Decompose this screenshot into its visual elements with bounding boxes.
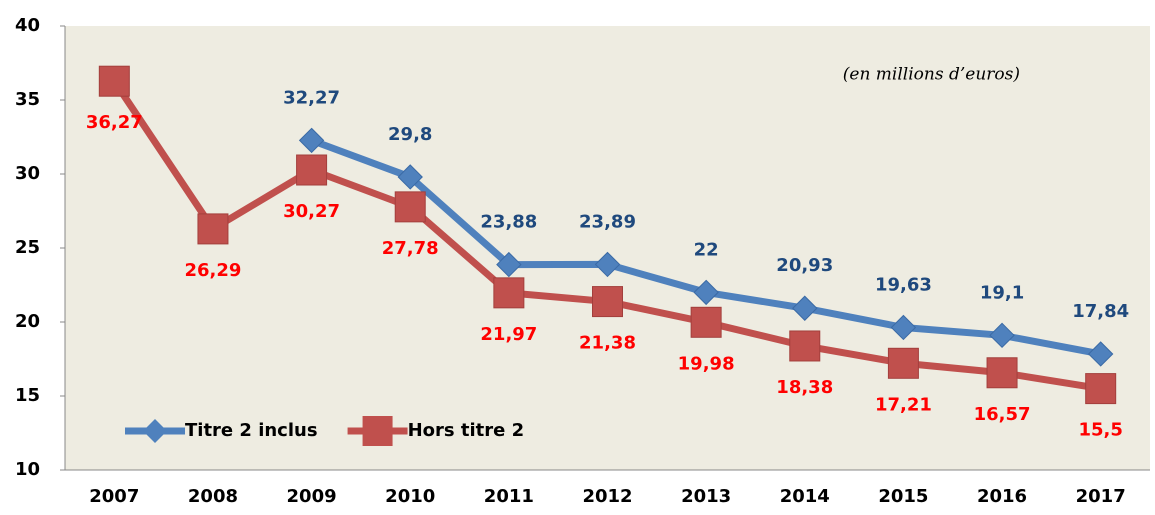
point-marker: [493, 277, 525, 309]
data-label: 30,27: [283, 201, 340, 222]
x-tick-label: 2008: [188, 486, 238, 507]
data-label: 29,8: [388, 124, 432, 145]
y-tick-label: 35: [15, 89, 40, 110]
y-tick-label: 10: [15, 459, 40, 480]
point-marker: [1085, 373, 1117, 405]
data-label: 18,38: [776, 377, 833, 398]
point-marker: [594, 251, 621, 278]
x-tick-label: 2015: [878, 486, 928, 507]
point-marker: [693, 279, 719, 306]
data-label: 16,57: [974, 404, 1031, 425]
x-tick-label: 2016: [977, 486, 1027, 507]
data-label: 20,93: [776, 255, 833, 276]
data-label: 17,21: [875, 394, 932, 415]
x-tick-label: 2012: [582, 486, 632, 507]
legend-label: Hors titre 2: [408, 420, 525, 441]
point-marker: [792, 295, 818, 321]
point-marker: [887, 347, 919, 379]
point-marker: [397, 164, 423, 190]
point-marker: [1087, 341, 1114, 367]
point-marker: [197, 213, 229, 245]
data-label: 36,27: [86, 112, 143, 133]
data-label: 23,88: [480, 212, 537, 233]
point-marker: [394, 191, 426, 223]
plot-area: [65, 26, 1150, 470]
data-label: 32,27: [283, 87, 340, 108]
x-tick-label: 2017: [1076, 486, 1126, 507]
data-label: 21,38: [579, 333, 636, 354]
legend-marker: [362, 416, 393, 446]
x-tick-label: 2007: [89, 486, 139, 507]
data-label: 26,29: [184, 260, 241, 281]
point-marker: [986, 357, 1018, 389]
point-marker: [298, 127, 325, 154]
legend-label: Titre 2 inclus: [185, 420, 318, 441]
point-marker: [496, 251, 522, 278]
y-tick-label: 25: [15, 237, 40, 258]
y-tick-label: 30: [15, 163, 40, 184]
x-tick-label: 2009: [287, 486, 337, 507]
legend-marker: [143, 419, 167, 443]
data-label: 19,1: [980, 282, 1024, 303]
point-marker: [690, 306, 722, 338]
data-label: 23,89: [579, 211, 636, 232]
data-label: 19,63: [875, 274, 932, 295]
data-label: 22: [694, 239, 719, 260]
y-tick-label: 15: [15, 385, 40, 406]
data-label: 27,78: [382, 238, 439, 259]
y-tick-label: 40: [15, 15, 40, 36]
point-marker: [98, 65, 130, 97]
annotation: (en millions d’euros): [843, 65, 1020, 85]
point-marker: [789, 330, 821, 362]
x-tick-label: 2013: [681, 486, 731, 507]
point-marker: [989, 322, 1015, 349]
x-tick-label: 2014: [780, 486, 830, 507]
x-tick-label: 2011: [484, 486, 534, 507]
data-label: 15,5: [1078, 420, 1122, 441]
y-tick-label: 20: [15, 311, 40, 332]
data-label: 17,84: [1072, 301, 1129, 322]
data-label: 19,98: [678, 353, 735, 374]
x-tick-label: 2010: [385, 486, 435, 507]
point-marker: [296, 154, 328, 186]
point-marker: [890, 314, 917, 341]
point-marker: [592, 286, 623, 318]
data-label: 21,97: [480, 324, 537, 345]
